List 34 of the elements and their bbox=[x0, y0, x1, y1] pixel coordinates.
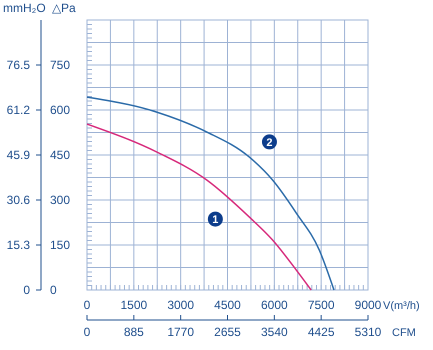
x-tick-label: 6000 bbox=[260, 298, 288, 312]
series-label: 2 bbox=[266, 136, 273, 149]
x-tick-label: 4500 bbox=[214, 298, 242, 312]
x2-tick-label: 0 bbox=[84, 325, 91, 339]
x-tick-label: 7500 bbox=[308, 298, 335, 312]
x2-tick-label: 885 bbox=[124, 325, 144, 339]
y2-tick-label: 76.5 bbox=[6, 58, 30, 72]
y-axis-title: △Pa bbox=[52, 1, 76, 15]
x-tick-label: 1500 bbox=[120, 298, 148, 312]
x2-tick-label: 5310 bbox=[354, 325, 382, 339]
y-tick-label: 0 bbox=[50, 283, 57, 297]
x2-tick-label: 4425 bbox=[308, 325, 335, 339]
x-tick-label: 0 bbox=[84, 298, 91, 312]
x-tick-label: 9000 bbox=[354, 298, 382, 312]
y-tick-label: 600 bbox=[50, 103, 70, 117]
x2-tick-label: 1770 bbox=[167, 325, 194, 339]
x-tick-label: 3000 bbox=[167, 298, 194, 312]
y-tick-label: 750 bbox=[50, 58, 70, 72]
y2-tick-label: 0 bbox=[23, 283, 30, 297]
y2-tick-label: 45.9 bbox=[6, 148, 30, 162]
y-tick-label: 450 bbox=[50, 148, 70, 162]
x2-axis-title: CFM bbox=[392, 327, 416, 339]
y-tick-label: 300 bbox=[50, 193, 70, 207]
line-series bbox=[86, 96, 335, 291]
line-series bbox=[86, 123, 312, 291]
x2-tick-label: 2655 bbox=[214, 325, 242, 339]
x2-tick-label: 3540 bbox=[260, 325, 288, 339]
y2-tick-label: 61.2 bbox=[6, 103, 30, 117]
y2-axis-title: mmH₂O bbox=[3, 1, 46, 15]
y-tick-label: 150 bbox=[50, 238, 70, 252]
y2-tick-label: 15.3 bbox=[6, 238, 30, 252]
x-axis-title: V(m³/h) bbox=[383, 300, 420, 312]
series-label: 1 bbox=[212, 214, 218, 226]
y2-tick-label: 30.6 bbox=[6, 193, 30, 207]
